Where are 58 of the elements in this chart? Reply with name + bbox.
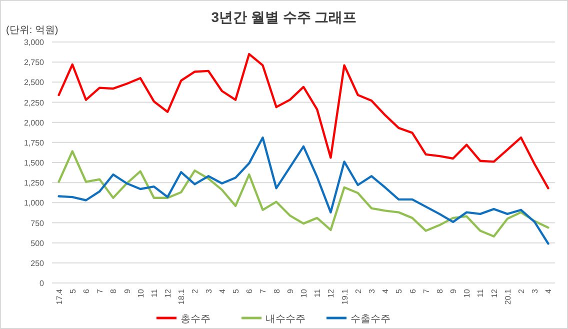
x-tick-label: 4 — [218, 288, 227, 294]
legend-label: 내수수주 — [266, 314, 306, 325]
x-tick-label: 2 — [190, 288, 200, 294]
x-tick-label: 11 — [476, 288, 486, 298]
x-tick-label: 2 — [354, 288, 363, 294]
y-tick-label: 750 — [30, 218, 45, 228]
y-tick-label: 500 — [30, 238, 45, 248]
x-tick-label: 5 — [232, 288, 241, 294]
x-tick-label: 9 — [122, 288, 132, 294]
x-tick-label: 11 — [150, 288, 159, 298]
y-tick-label: 1,000 — [24, 198, 45, 208]
legend-label: 수출수주 — [350, 314, 390, 325]
chart-title: 3년간 월별 수주 그래프 — [211, 9, 357, 25]
y-tick-label: 250 — [30, 258, 45, 268]
x-tick-label: 2 — [517, 288, 526, 294]
x-tick-label: 12 — [490, 288, 499, 298]
x-tick-label: 10 — [300, 288, 308, 298]
line-series — [58, 52, 550, 190]
x-tick-label: 19.1 — [340, 288, 350, 305]
y-tick-label: 3,000 — [24, 38, 45, 47]
x-tick-label: 8 — [272, 288, 282, 294]
x-tick-label: 5 — [394, 288, 404, 294]
x-tick-label: 8 — [109, 288, 118, 294]
x-tick-label: 6 — [82, 288, 91, 294]
y-tick-label: 2,500 — [24, 78, 45, 88]
y-tick-label: 1,750 — [24, 138, 45, 148]
x-tick-label: 8 — [435, 288, 444, 294]
x-tick-label: 17.4 — [54, 288, 64, 305]
x-tick-label: 7 — [96, 288, 105, 294]
x-tick-label: 18.1 — [177, 288, 186, 305]
y-tick-label: 1,500 — [24, 158, 45, 168]
x-tick-label: 6 — [245, 288, 254, 294]
x-tick-label: 3 — [204, 288, 214, 294]
x-tick-label: 7 — [422, 288, 431, 294]
x-tick-label: 3 — [530, 288, 540, 294]
line-series — [58, 150, 550, 238]
y-tick-label: 1,250 — [24, 178, 45, 188]
x-tick-label: 20.1 — [503, 288, 512, 305]
line-series — [58, 136, 550, 245]
x-tick-label: 9 — [449, 288, 458, 294]
legend-label: 총수주 — [180, 314, 210, 325]
x-tick-label: 5 — [68, 288, 78, 294]
y-tick-label: 0 — [40, 279, 45, 288]
x-tick-label: 3 — [367, 288, 376, 294]
x-tick-label: 12 — [326, 288, 336, 298]
x-tick-label: 12 — [164, 288, 173, 298]
x-tick-label: 10 — [136, 288, 146, 298]
y-axis-title: (단위: 억원) — [6, 25, 58, 36]
x-tick-label: 9 — [286, 288, 295, 294]
x-tick-label: 7 — [258, 288, 268, 294]
x-tick-label: 10 — [462, 288, 472, 298]
y-tick-label: 2,250 — [24, 98, 45, 108]
y-tick-label: 2,750 — [24, 58, 45, 68]
x-tick-label: 11 — [313, 288, 322, 298]
x-tick-label: 4 — [544, 288, 554, 294]
y-tick-label: 2,000 — [24, 118, 45, 128]
x-tick-label: 6 — [408, 288, 418, 294]
x-tick-label: 4 — [381, 288, 390, 294]
